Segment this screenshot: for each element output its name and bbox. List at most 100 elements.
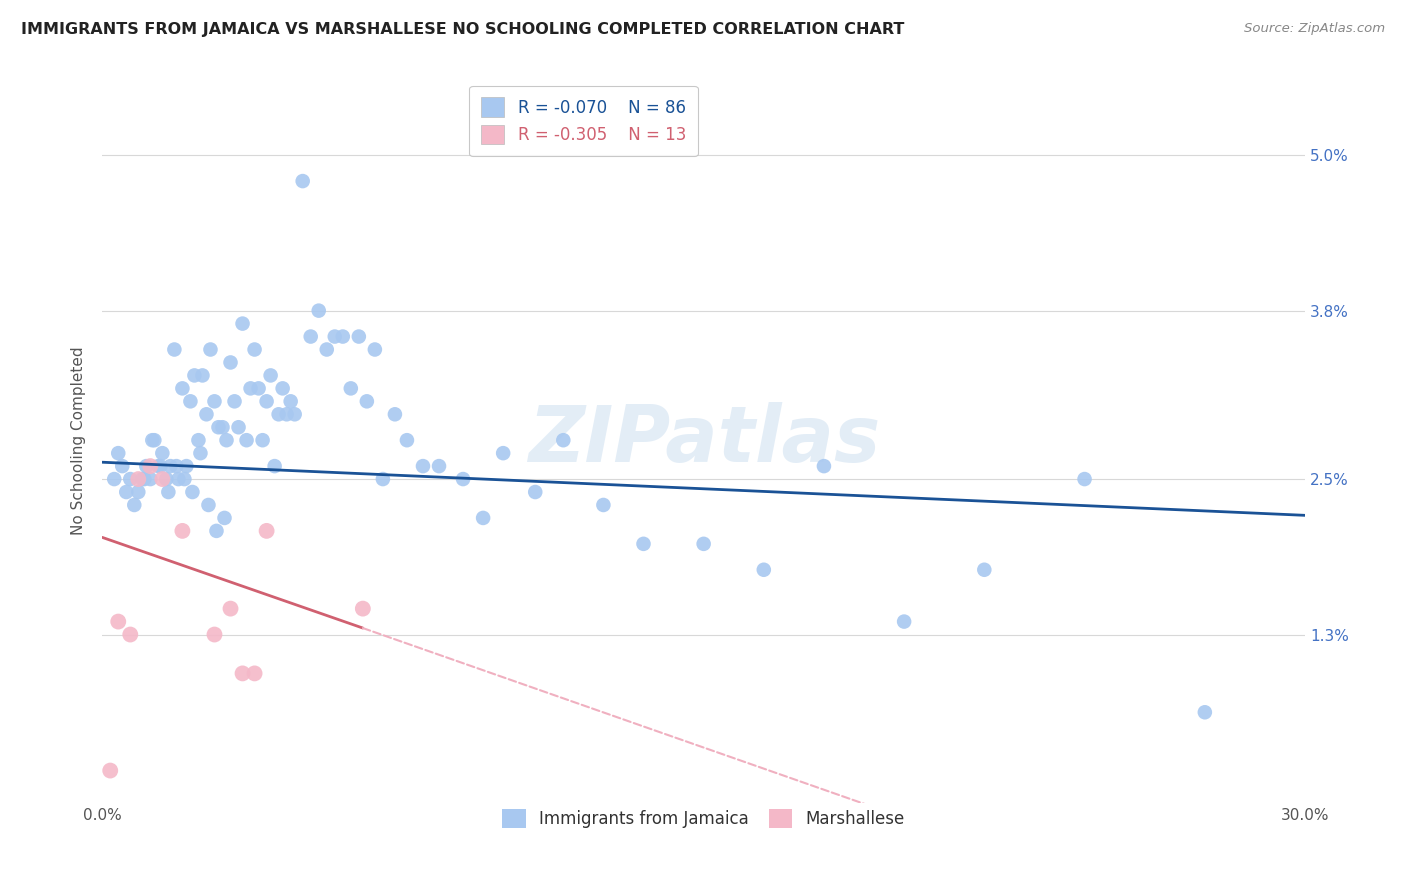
- Point: [159, 459, 181, 474]
- Point: [134, 472, 156, 486]
- Point: [813, 459, 835, 474]
- Point: [187, 433, 209, 447]
- Point: [299, 329, 322, 343]
- Point: [190, 446, 212, 460]
- Point: [107, 615, 129, 629]
- Point: [256, 524, 278, 538]
- Point: [124, 498, 146, 512]
- Point: [139, 472, 162, 486]
- Point: [197, 498, 219, 512]
- Point: [492, 446, 515, 460]
- Point: [280, 394, 302, 409]
- Point: [347, 329, 370, 343]
- Point: [308, 303, 330, 318]
- Point: [127, 485, 149, 500]
- Point: [247, 381, 270, 395]
- Point: [256, 394, 278, 409]
- Point: [332, 329, 354, 343]
- Point: [352, 601, 374, 615]
- Point: [191, 368, 214, 383]
- Point: [149, 459, 172, 474]
- Point: [472, 511, 495, 525]
- Point: [412, 459, 434, 474]
- Point: [1194, 706, 1216, 720]
- Point: [157, 485, 180, 500]
- Point: [228, 420, 250, 434]
- Point: [115, 485, 138, 500]
- Point: [200, 343, 222, 357]
- Point: [219, 601, 242, 615]
- Point: [211, 420, 233, 434]
- Point: [214, 511, 236, 525]
- Point: [107, 446, 129, 460]
- Point: [364, 343, 387, 357]
- Point: [592, 498, 614, 512]
- Point: [224, 394, 246, 409]
- Point: [103, 472, 125, 486]
- Point: [127, 472, 149, 486]
- Point: [267, 407, 290, 421]
- Point: [204, 394, 226, 409]
- Point: [176, 459, 198, 474]
- Point: [973, 563, 995, 577]
- Point: [232, 317, 254, 331]
- Point: [205, 524, 228, 538]
- Point: [204, 627, 226, 641]
- Point: [235, 433, 257, 447]
- Point: [384, 407, 406, 421]
- Point: [252, 433, 274, 447]
- Point: [1073, 472, 1095, 486]
- Point: [371, 472, 394, 486]
- Point: [893, 615, 915, 629]
- Point: [150, 446, 173, 460]
- Point: [172, 524, 194, 538]
- Point: [173, 472, 195, 486]
- Point: [148, 459, 170, 474]
- Point: [323, 329, 346, 343]
- Point: [219, 355, 242, 369]
- Point: [524, 485, 547, 500]
- Point: [111, 459, 134, 474]
- Y-axis label: No Schooling Completed: No Schooling Completed: [72, 346, 86, 534]
- Point: [141, 433, 163, 447]
- Point: [291, 174, 314, 188]
- Point: [135, 459, 157, 474]
- Point: [752, 563, 775, 577]
- Point: [183, 368, 205, 383]
- Point: [120, 627, 142, 641]
- Text: IMMIGRANTS FROM JAMAICA VS MARSHALLESE NO SCHOOLING COMPLETED CORRELATION CHART: IMMIGRANTS FROM JAMAICA VS MARSHALLESE N…: [21, 22, 904, 37]
- Point: [163, 343, 186, 357]
- Point: [243, 343, 266, 357]
- Point: [271, 381, 294, 395]
- Point: [356, 394, 378, 409]
- Point: [276, 407, 298, 421]
- Point: [139, 459, 162, 474]
- Point: [165, 459, 187, 474]
- Point: [195, 407, 218, 421]
- Text: ZIPatlas: ZIPatlas: [527, 402, 880, 478]
- Point: [553, 433, 575, 447]
- Point: [120, 472, 142, 486]
- Point: [143, 433, 166, 447]
- Point: [150, 472, 173, 486]
- Point: [232, 666, 254, 681]
- Legend: Immigrants from Jamaica, Marshallese: Immigrants from Jamaica, Marshallese: [496, 802, 911, 835]
- Point: [181, 485, 204, 500]
- Point: [692, 537, 714, 551]
- Point: [243, 666, 266, 681]
- Point: [284, 407, 307, 421]
- Point: [131, 472, 153, 486]
- Point: [239, 381, 262, 395]
- Point: [427, 459, 450, 474]
- Point: [263, 459, 285, 474]
- Point: [155, 472, 177, 486]
- Point: [207, 420, 229, 434]
- Point: [259, 368, 281, 383]
- Point: [340, 381, 363, 395]
- Point: [179, 394, 201, 409]
- Point: [215, 433, 238, 447]
- Point: [451, 472, 474, 486]
- Text: Source: ZipAtlas.com: Source: ZipAtlas.com: [1244, 22, 1385, 36]
- Point: [98, 764, 121, 778]
- Point: [172, 381, 194, 395]
